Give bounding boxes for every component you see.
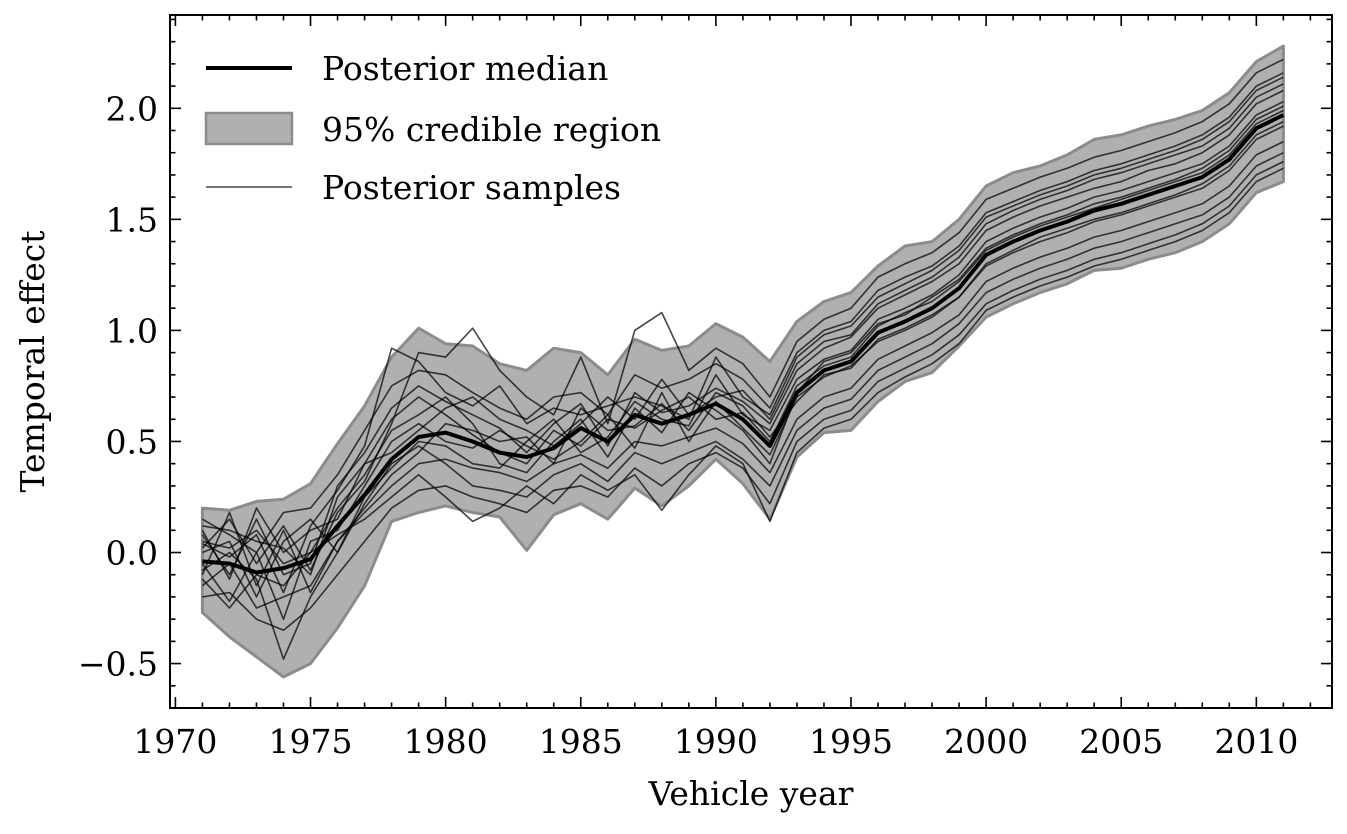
x-tick-label: 2010: [1214, 722, 1298, 761]
y-tick-label: −0.5: [78, 645, 158, 684]
posterior-sample-line-14: [202, 76, 1284, 594]
x-tick-label: 1980: [404, 722, 488, 761]
credible-region-layer: [200, 44, 1285, 679]
posterior-sample-line-10: [201, 83, 1284, 580]
posterior-sample-line-6: [201, 89, 1284, 576]
x-tick-label: 1975: [269, 722, 353, 761]
y-axis-title: Temporal effect: [13, 230, 52, 492]
x-tick-label: 2000: [944, 722, 1028, 761]
x-tick-label: 1995: [809, 722, 893, 761]
y-tick-label: 0.0: [106, 534, 158, 573]
y-tick-label: 1.5: [106, 200, 158, 239]
x-axis-title: Vehicle year: [648, 774, 854, 813]
posterior-sample-line-7: [201, 140, 1284, 609]
posterior-sample-line-8: [202, 72, 1284, 554]
posterior-sample-line-1: [202, 105, 1284, 565]
x-tick-label: 1990: [674, 722, 758, 761]
legend: Posterior median 95% credible region Pos…: [204, 49, 661, 207]
posterior-sample-line-13: [201, 167, 1284, 609]
posterior-sample-line-12: [201, 58, 1284, 572]
x-tick-label: 1985: [539, 722, 623, 761]
axis-tick-labels: 1970 1975 1980 1985 1990 1995 2000 2005 2010 −0.5…: [78, 89, 1298, 761]
axis-ticks: [170, 15, 1332, 709]
x-tick-label: 1970: [133, 722, 217, 761]
legend-label-credible-region: 95% credible region: [322, 110, 661, 149]
posterior-sample-line-2: [201, 120, 1284, 594]
plot-frame: [169, 14, 1333, 709]
credible-region-band: [200, 44, 1285, 679]
y-tick-label: 1.0: [106, 311, 158, 350]
legend-label-posterior-samples: Posterior samples: [322, 168, 621, 207]
posterior-median-layer: [202, 113, 1285, 575]
legend-label-posterior-median: Posterior median: [322, 49, 608, 88]
x-tick-label: 2005: [1079, 722, 1163, 761]
posterior-sample-line-11: [201, 151, 1284, 660]
posterior-sample-line-3: [202, 109, 1284, 576]
posterior-median-line: [202, 113, 1285, 575]
y-tick-label: 0.5: [106, 422, 158, 461]
y-tick-label: 2.0: [106, 89, 158, 128]
legend-swatch-credible-region: [204, 111, 294, 146]
posterior-samples-layer: [201, 58, 1284, 660]
posterior-sample-line-9: [202, 160, 1284, 632]
